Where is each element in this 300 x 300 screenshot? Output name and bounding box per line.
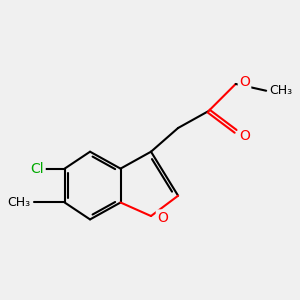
Text: CH₃: CH₃ <box>269 84 293 97</box>
Text: O: O <box>157 211 168 225</box>
Text: Cl: Cl <box>31 162 44 176</box>
Text: CH₃: CH₃ <box>8 196 31 209</box>
Text: O: O <box>239 130 250 143</box>
Text: O: O <box>239 75 250 89</box>
